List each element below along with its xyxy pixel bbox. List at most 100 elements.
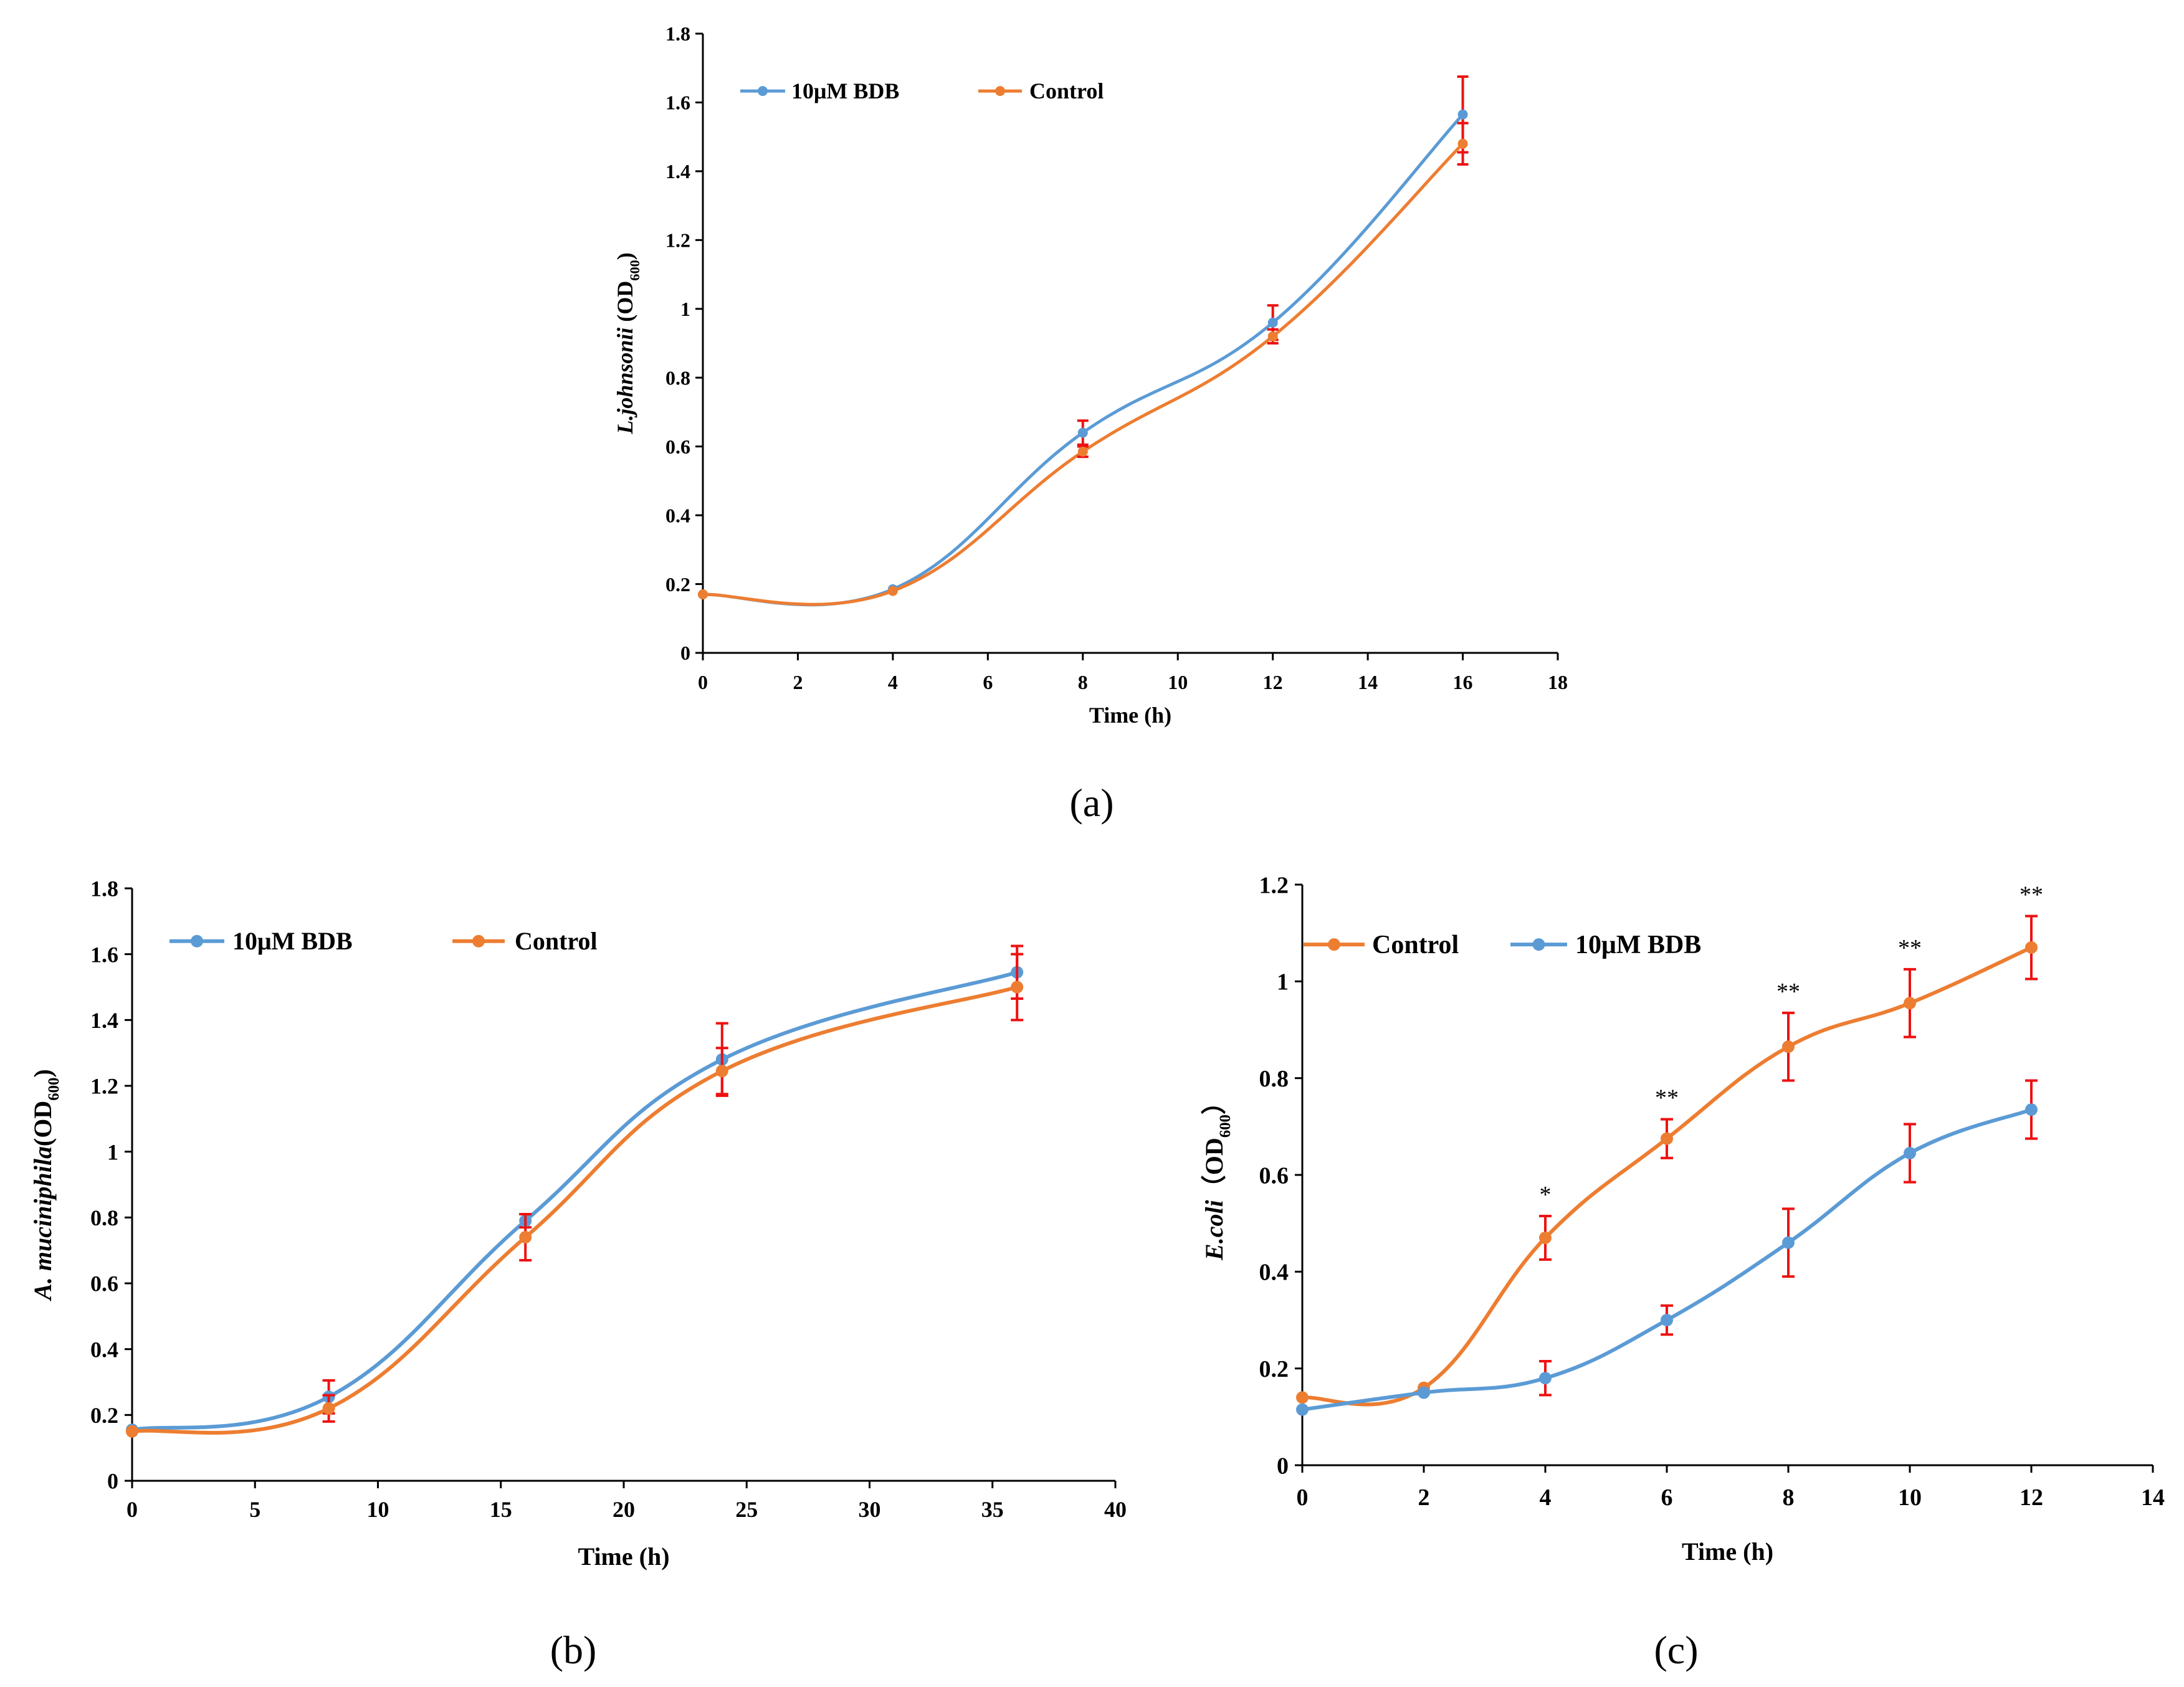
x-tick-label: 20 — [613, 1497, 635, 1522]
legend-label: 10μM BDB — [232, 927, 353, 955]
y-tick-label: 1.4 — [665, 160, 690, 183]
data-point — [1661, 1132, 1673, 1145]
data-point — [1267, 317, 1278, 328]
y-tick-label: 0.2 — [1259, 1356, 1289, 1382]
x-tick-label: 0 — [1297, 1485, 1309, 1511]
x-tick-label: 6 — [1661, 1485, 1673, 1511]
y-tick-label: 0.6 — [1259, 1162, 1289, 1189]
legend-marker — [191, 934, 203, 948]
data-point — [519, 1231, 532, 1244]
data-point — [1782, 1236, 1795, 1249]
x-tick-label: 12 — [2019, 1485, 2043, 1511]
data-point — [1418, 1386, 1430, 1399]
legend-label: 10μM BDB — [791, 78, 899, 103]
y-tick-label: 0.8 — [1259, 1066, 1289, 1092]
y-tick-label: 0.8 — [90, 1205, 118, 1230]
data-point — [1457, 109, 1468, 120]
y-tick-label: 1.2 — [1259, 872, 1289, 898]
x-tick-label: 35 — [981, 1497, 1004, 1522]
x-tick-label: 0 — [126, 1497, 138, 1522]
x-tick-label: 16 — [1453, 671, 1473, 693]
legend-label: Control — [515, 927, 598, 955]
y-axis-title-subscript: 600 — [627, 260, 642, 280]
y-tick-label: 0 — [107, 1469, 118, 1494]
series-line-control — [701, 142, 1465, 606]
data-point — [715, 1065, 728, 1078]
x-tick-label: 8 — [1078, 671, 1088, 693]
y-axis-title-close: ） — [1200, 1090, 1228, 1114]
significance-label: ** — [1898, 935, 1922, 961]
data-point — [1077, 427, 1088, 438]
significance-label: * — [1540, 1182, 1552, 1208]
data-point — [698, 589, 708, 600]
legend-label: Control — [1372, 931, 1459, 959]
y-axis-title-organism: E.coli — [1200, 1200, 1228, 1261]
x-tick-label: 4 — [888, 671, 898, 693]
legend-marker — [1532, 938, 1545, 951]
panel-label: (b) — [550, 1628, 597, 1672]
y-axis-title-organism: L.johnsonii — [613, 328, 637, 435]
y-axis-title-unit: （OD — [1200, 1138, 1228, 1200]
x-tick-label: 4 — [1540, 1485, 1552, 1511]
y-axis-title-unit: (OD — [29, 1101, 57, 1146]
x-tick-label: 10 — [1898, 1485, 1922, 1511]
panel-label: (a) — [1069, 781, 1113, 825]
data-point — [322, 1402, 335, 1415]
y-axis-title-close: ) — [613, 252, 637, 260]
y-tick-label: 1.8 — [665, 22, 690, 45]
x-tick-label: 6 — [983, 671, 993, 693]
y-tick-label: 1 — [1277, 969, 1289, 996]
y-tick-label: 0.8 — [665, 366, 690, 389]
x-tick-label: 14 — [2141, 1485, 2165, 1511]
data-point — [1267, 331, 1278, 341]
y-tick-label: 0.6 — [665, 435, 690, 458]
data-point — [126, 1425, 138, 1438]
y-tick-label: 0.2 — [665, 573, 690, 596]
y-tick-label: 0.4 — [665, 504, 690, 526]
y-tick-label: 1.6 — [665, 92, 690, 114]
y-axis-title-subscript: 600 — [45, 1078, 62, 1101]
y-tick-label: 1 — [680, 298, 690, 320]
panel-label: (c) — [1654, 1628, 1698, 1672]
data-point — [1904, 1147, 1916, 1160]
y-tick-label: 1 — [107, 1139, 118, 1164]
data-point — [1296, 1391, 1309, 1404]
y-axis-title: L.johnsonii (OD600) — [613, 252, 642, 435]
x-tick-label: 14 — [1358, 671, 1378, 693]
y-tick-label: 1.8 — [90, 877, 118, 901]
data-point — [1011, 981, 1024, 994]
x-tick-label: 18 — [1548, 671, 1568, 693]
x-tick-label: 2 — [1418, 1485, 1430, 1511]
data-point — [1296, 1403, 1309, 1416]
y-axis-title: A. muciniphila(OD600) — [29, 1069, 62, 1302]
x-axis-title: Time (h) — [1089, 703, 1171, 728]
legend-label: Control — [1029, 78, 1104, 103]
x-tick-label: 30 — [859, 1497, 881, 1522]
legend-label: 10μM BDB — [1575, 931, 1701, 959]
y-tick-label: 1.2 — [90, 1074, 118, 1099]
y-tick-label: 1.2 — [665, 229, 690, 252]
y-tick-label: 1.6 — [90, 942, 118, 967]
significance-label: ** — [2019, 882, 2043, 908]
x-tick-label: 10 — [1168, 671, 1188, 693]
chart-c: 0 2 4 6 8 10 12 14 0 0.2 0.4 0.6 0.8 1 1.2 Time (h) E.co… — [1200, 872, 2165, 1672]
legend-marker — [472, 934, 485, 948]
y-axis-title-subscript: 600 — [1217, 1114, 1234, 1138]
y-tick-label: 0.2 — [90, 1403, 118, 1428]
x-tick-label: 8 — [1783, 1485, 1795, 1511]
chart-b: 0 5 10 15 20 25 30 35 40 0 0.2 0.4 0.6 0.8 1 1.2 1.4 1.6 1… — [29, 877, 1127, 1672]
x-tick-label: 25 — [735, 1497, 758, 1522]
x-tick-label: 40 — [1104, 1497, 1127, 1522]
data-point — [2025, 1103, 2038, 1116]
data-point — [1782, 1040, 1795, 1053]
data-point — [1539, 1231, 1552, 1244]
data-point — [1904, 997, 1916, 1010]
data-point — [1077, 446, 1088, 457]
data-point — [1457, 138, 1468, 149]
y-axis-title-close: ) — [29, 1069, 57, 1077]
x-tick-label: 15 — [490, 1497, 512, 1522]
x-tick-label: 2 — [793, 671, 803, 693]
y-axis-title-unit: (OD — [613, 281, 637, 328]
y-tick-label: 0.4 — [90, 1337, 118, 1362]
